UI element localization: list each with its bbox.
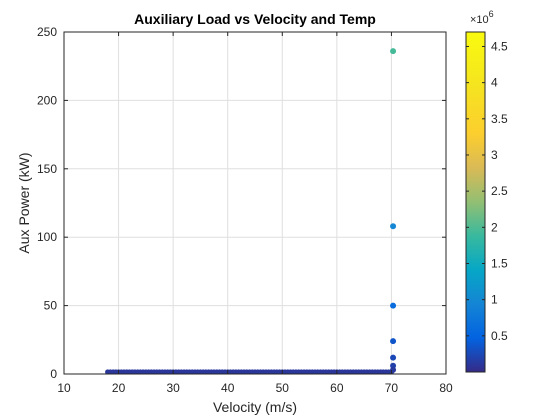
x-tick-label: 40 (221, 381, 235, 395)
data-point (390, 223, 397, 230)
data-point (390, 48, 397, 55)
plot-area (64, 32, 446, 374)
colorbar-tick-label: 0.5 (491, 329, 508, 343)
data-point (390, 302, 397, 309)
data-point (390, 338, 397, 345)
x-tick-label: 80 (439, 381, 453, 395)
y-tick-label: 250 (37, 25, 57, 39)
x-tick-label: 20 (112, 381, 126, 395)
colorbar-ticks: 0.5 1 1.5 2 2.5 3 3.5 4 4.5 (466, 39, 508, 343)
colorbar-tick-label: 3.5 (491, 112, 508, 126)
colorbar-tick-label: 4 (491, 76, 498, 90)
x-tick-label: 70 (385, 381, 399, 395)
colorbar-exponent-power: 6 (489, 9, 494, 19)
x-axis-ticks: 10 20 30 40 50 60 70 80 (57, 32, 453, 395)
x-tick-label: 30 (166, 381, 180, 395)
data-point (390, 362, 397, 369)
axes-box (63, 31, 447, 375)
x-tick-label: 50 (276, 381, 290, 395)
x-tick-label: 10 (57, 381, 71, 395)
scatter-points (105, 48, 397, 375)
data-point (390, 354, 397, 361)
colorbar-tick-label: 2 (491, 220, 498, 234)
x-tick-label: 60 (330, 381, 344, 395)
grid (64, 32, 446, 374)
y-tick-label: 100 (37, 230, 57, 244)
colorbar (465, 31, 486, 373)
colorbar-tick-label: 2.5 (491, 184, 508, 198)
colorbar-tick-label: 1 (491, 293, 498, 307)
colorbar-exponent-base: ×10 (470, 14, 489, 26)
y-tick-label: 50 (44, 299, 58, 313)
y-tick-label: 150 (37, 162, 57, 176)
y-axis-label: Aux Power (kW) (16, 152, 32, 253)
colorbar-tick-label: 4.5 (491, 39, 508, 53)
x-axis-label: Velocity (m/s) (213, 399, 297, 415)
colorbar-exponent: ×106 (470, 9, 494, 26)
y-axis-ticks: 0 50 100 150 200 250 (37, 25, 446, 381)
colorbar-tick-label: 3 (491, 148, 498, 162)
colorbar-tick-label: 1.5 (491, 256, 508, 270)
y-tick-label: 200 (37, 93, 57, 107)
chart-title: Auxiliary Load vs Velocity and Temp (134, 11, 376, 27)
y-tick-label: 0 (50, 367, 57, 381)
